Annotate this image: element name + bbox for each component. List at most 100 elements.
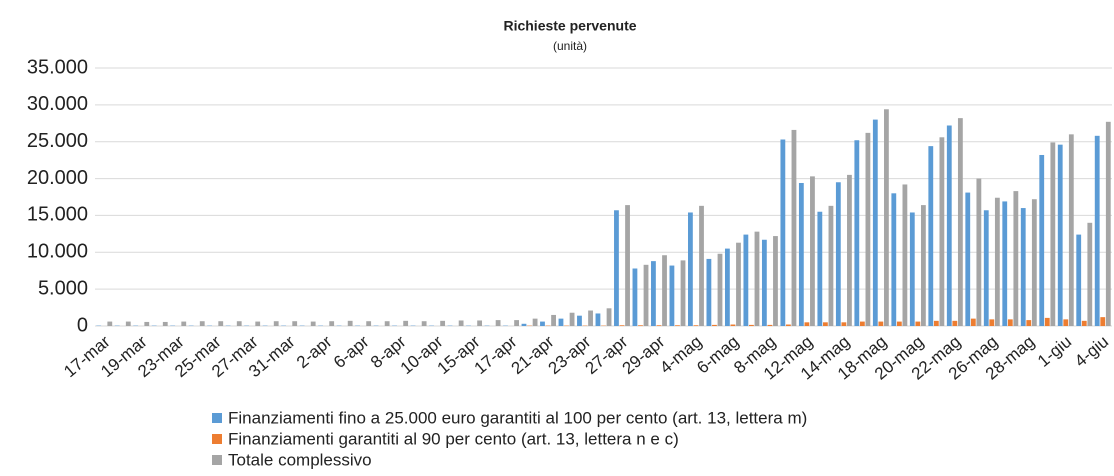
- bar: [144, 321, 150, 326]
- legend-label: Finanziamenti fino a 25.000 euro garanti…: [228, 408, 807, 427]
- bar: [495, 320, 501, 326]
- y-tick-label: 25.000: [27, 130, 88, 152]
- bar: [828, 205, 834, 326]
- chart-title: Richieste pervenute: [503, 18, 636, 34]
- bar: [329, 321, 335, 326]
- bar: [724, 248, 730, 326]
- bar: [588, 310, 593, 326]
- bar: [780, 139, 786, 326]
- bar: [946, 125, 952, 326]
- bar: [1002, 201, 1008, 326]
- y-tick-label: 30.000: [27, 93, 88, 115]
- bar: [767, 324, 773, 326]
- bar: [1100, 317, 1106, 326]
- x-tick-label: 2-apr: [293, 332, 336, 372]
- bar: [743, 234, 749, 326]
- bar: [884, 109, 889, 326]
- bar: [669, 265, 675, 326]
- bar: [1026, 320, 1032, 326]
- bar: [551, 314, 556, 326]
- bar: [957, 118, 963, 326]
- bar: [1039, 154, 1045, 326]
- legend-swatch: [212, 455, 222, 465]
- bar: [514, 320, 519, 326]
- bar: [1094, 135, 1100, 326]
- bar: [804, 322, 810, 326]
- bar: [841, 322, 847, 326]
- bar: [847, 174, 852, 326]
- y-tick-label: 5.000: [38, 277, 88, 299]
- bar: [532, 318, 538, 326]
- bar: [1044, 317, 1050, 326]
- y-tick-label: 10.000: [27, 241, 88, 263]
- bar: [458, 320, 464, 326]
- bar: [970, 318, 976, 326]
- bar: [749, 324, 754, 326]
- bar: [1057, 144, 1063, 326]
- bar: [791, 129, 797, 326]
- bar: [643, 264, 649, 326]
- bar: [625, 205, 630, 326]
- bar: [384, 321, 390, 326]
- bar: [403, 320, 409, 326]
- bar: [577, 315, 582, 326]
- bar: [835, 182, 841, 326]
- bar: [310, 321, 316, 326]
- bar: [933, 320, 939, 326]
- bar: [651, 261, 656, 326]
- bar: [773, 236, 778, 326]
- bar: [606, 308, 612, 326]
- bar: [983, 210, 989, 326]
- bar: [558, 318, 564, 326]
- bar: [255, 321, 261, 326]
- bar: [810, 176, 815, 326]
- bar: [891, 193, 897, 326]
- bar: [952, 320, 958, 326]
- bar: [878, 321, 884, 326]
- bar: [915, 321, 921, 326]
- x-tick-label: 4-mag: [656, 332, 705, 378]
- bar: [1050, 142, 1056, 326]
- bar: [614, 210, 619, 326]
- bar: [1063, 319, 1069, 326]
- bar: [1076, 234, 1082, 326]
- bar: [619, 325, 625, 326]
- bar: [798, 182, 804, 326]
- bar: [989, 319, 995, 326]
- bar: [675, 325, 680, 326]
- y-tick-label: 15.000: [27, 204, 88, 226]
- bar: [632, 268, 638, 326]
- bar: [656, 325, 662, 326]
- bar: [865, 132, 871, 326]
- bar: [706, 258, 712, 326]
- bar: [909, 212, 915, 326]
- bar: [761, 239, 767, 326]
- bar: [717, 253, 723, 326]
- bar: [1020, 208, 1026, 326]
- bar: [754, 231, 760, 326]
- bar: [994, 197, 1000, 326]
- x-tick-label: 1-giu: [1034, 332, 1075, 371]
- legend-label: Totale complessivo: [228, 450, 372, 469]
- bar: [107, 321, 113, 326]
- x-tick-label: 6-apr: [330, 332, 373, 372]
- bar: [965, 192, 971, 326]
- bar: [440, 320, 446, 326]
- bar: [928, 146, 934, 326]
- x-tick-label: 4-giu: [1071, 332, 1112, 371]
- bar: [902, 184, 908, 326]
- bar: [521, 323, 527, 326]
- bar: [1068, 134, 1074, 326]
- bar: [236, 321, 242, 326]
- bar: [688, 212, 693, 326]
- bar: [162, 321, 168, 326]
- bar: [939, 137, 945, 326]
- chart-subtitle: (unità): [553, 39, 587, 53]
- bar: [920, 205, 926, 326]
- legend-swatch: [212, 434, 222, 444]
- bar: [1087, 222, 1093, 326]
- bar: [872, 119, 878, 326]
- bar: [199, 321, 205, 326]
- bar: [1105, 121, 1111, 326]
